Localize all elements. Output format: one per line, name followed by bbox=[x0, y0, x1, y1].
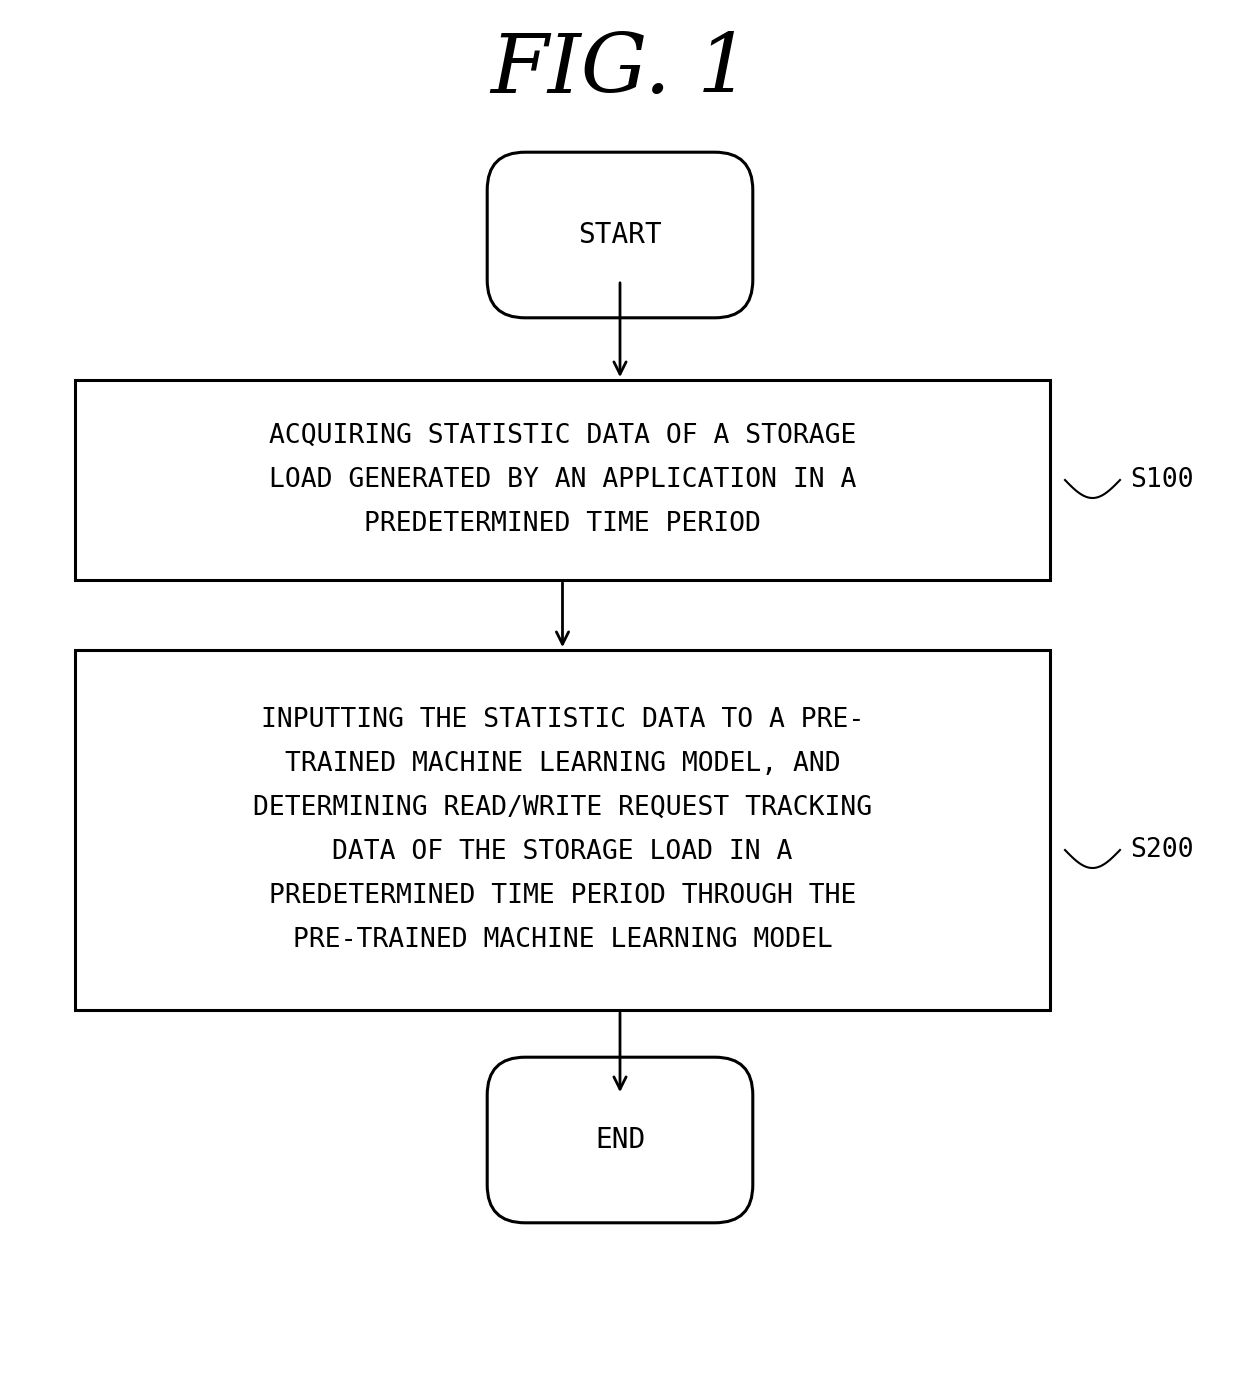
Text: INPUTTING THE STATISTIC DATA TO A PRE-
TRAINED MACHINE LEARNING MODEL, AND
DETER: INPUTTING THE STATISTIC DATA TO A PRE- T… bbox=[253, 707, 872, 953]
Text: S200: S200 bbox=[1130, 837, 1193, 862]
Text: END: END bbox=[595, 1126, 645, 1154]
Text: START: START bbox=[578, 221, 662, 249]
Text: ACQUIRING STATISTIC DATA OF A STORAGE
LOAD GENERATED BY AN APPLICATION IN A
PRED: ACQUIRING STATISTIC DATA OF A STORAGE LO… bbox=[269, 423, 856, 538]
Text: S100: S100 bbox=[1130, 468, 1193, 493]
Bar bbox=[74, 650, 1050, 1009]
Text: FIG. 1: FIG. 1 bbox=[490, 29, 750, 111]
FancyBboxPatch shape bbox=[487, 1057, 753, 1222]
FancyBboxPatch shape bbox=[487, 153, 753, 318]
Bar bbox=[74, 379, 1050, 580]
